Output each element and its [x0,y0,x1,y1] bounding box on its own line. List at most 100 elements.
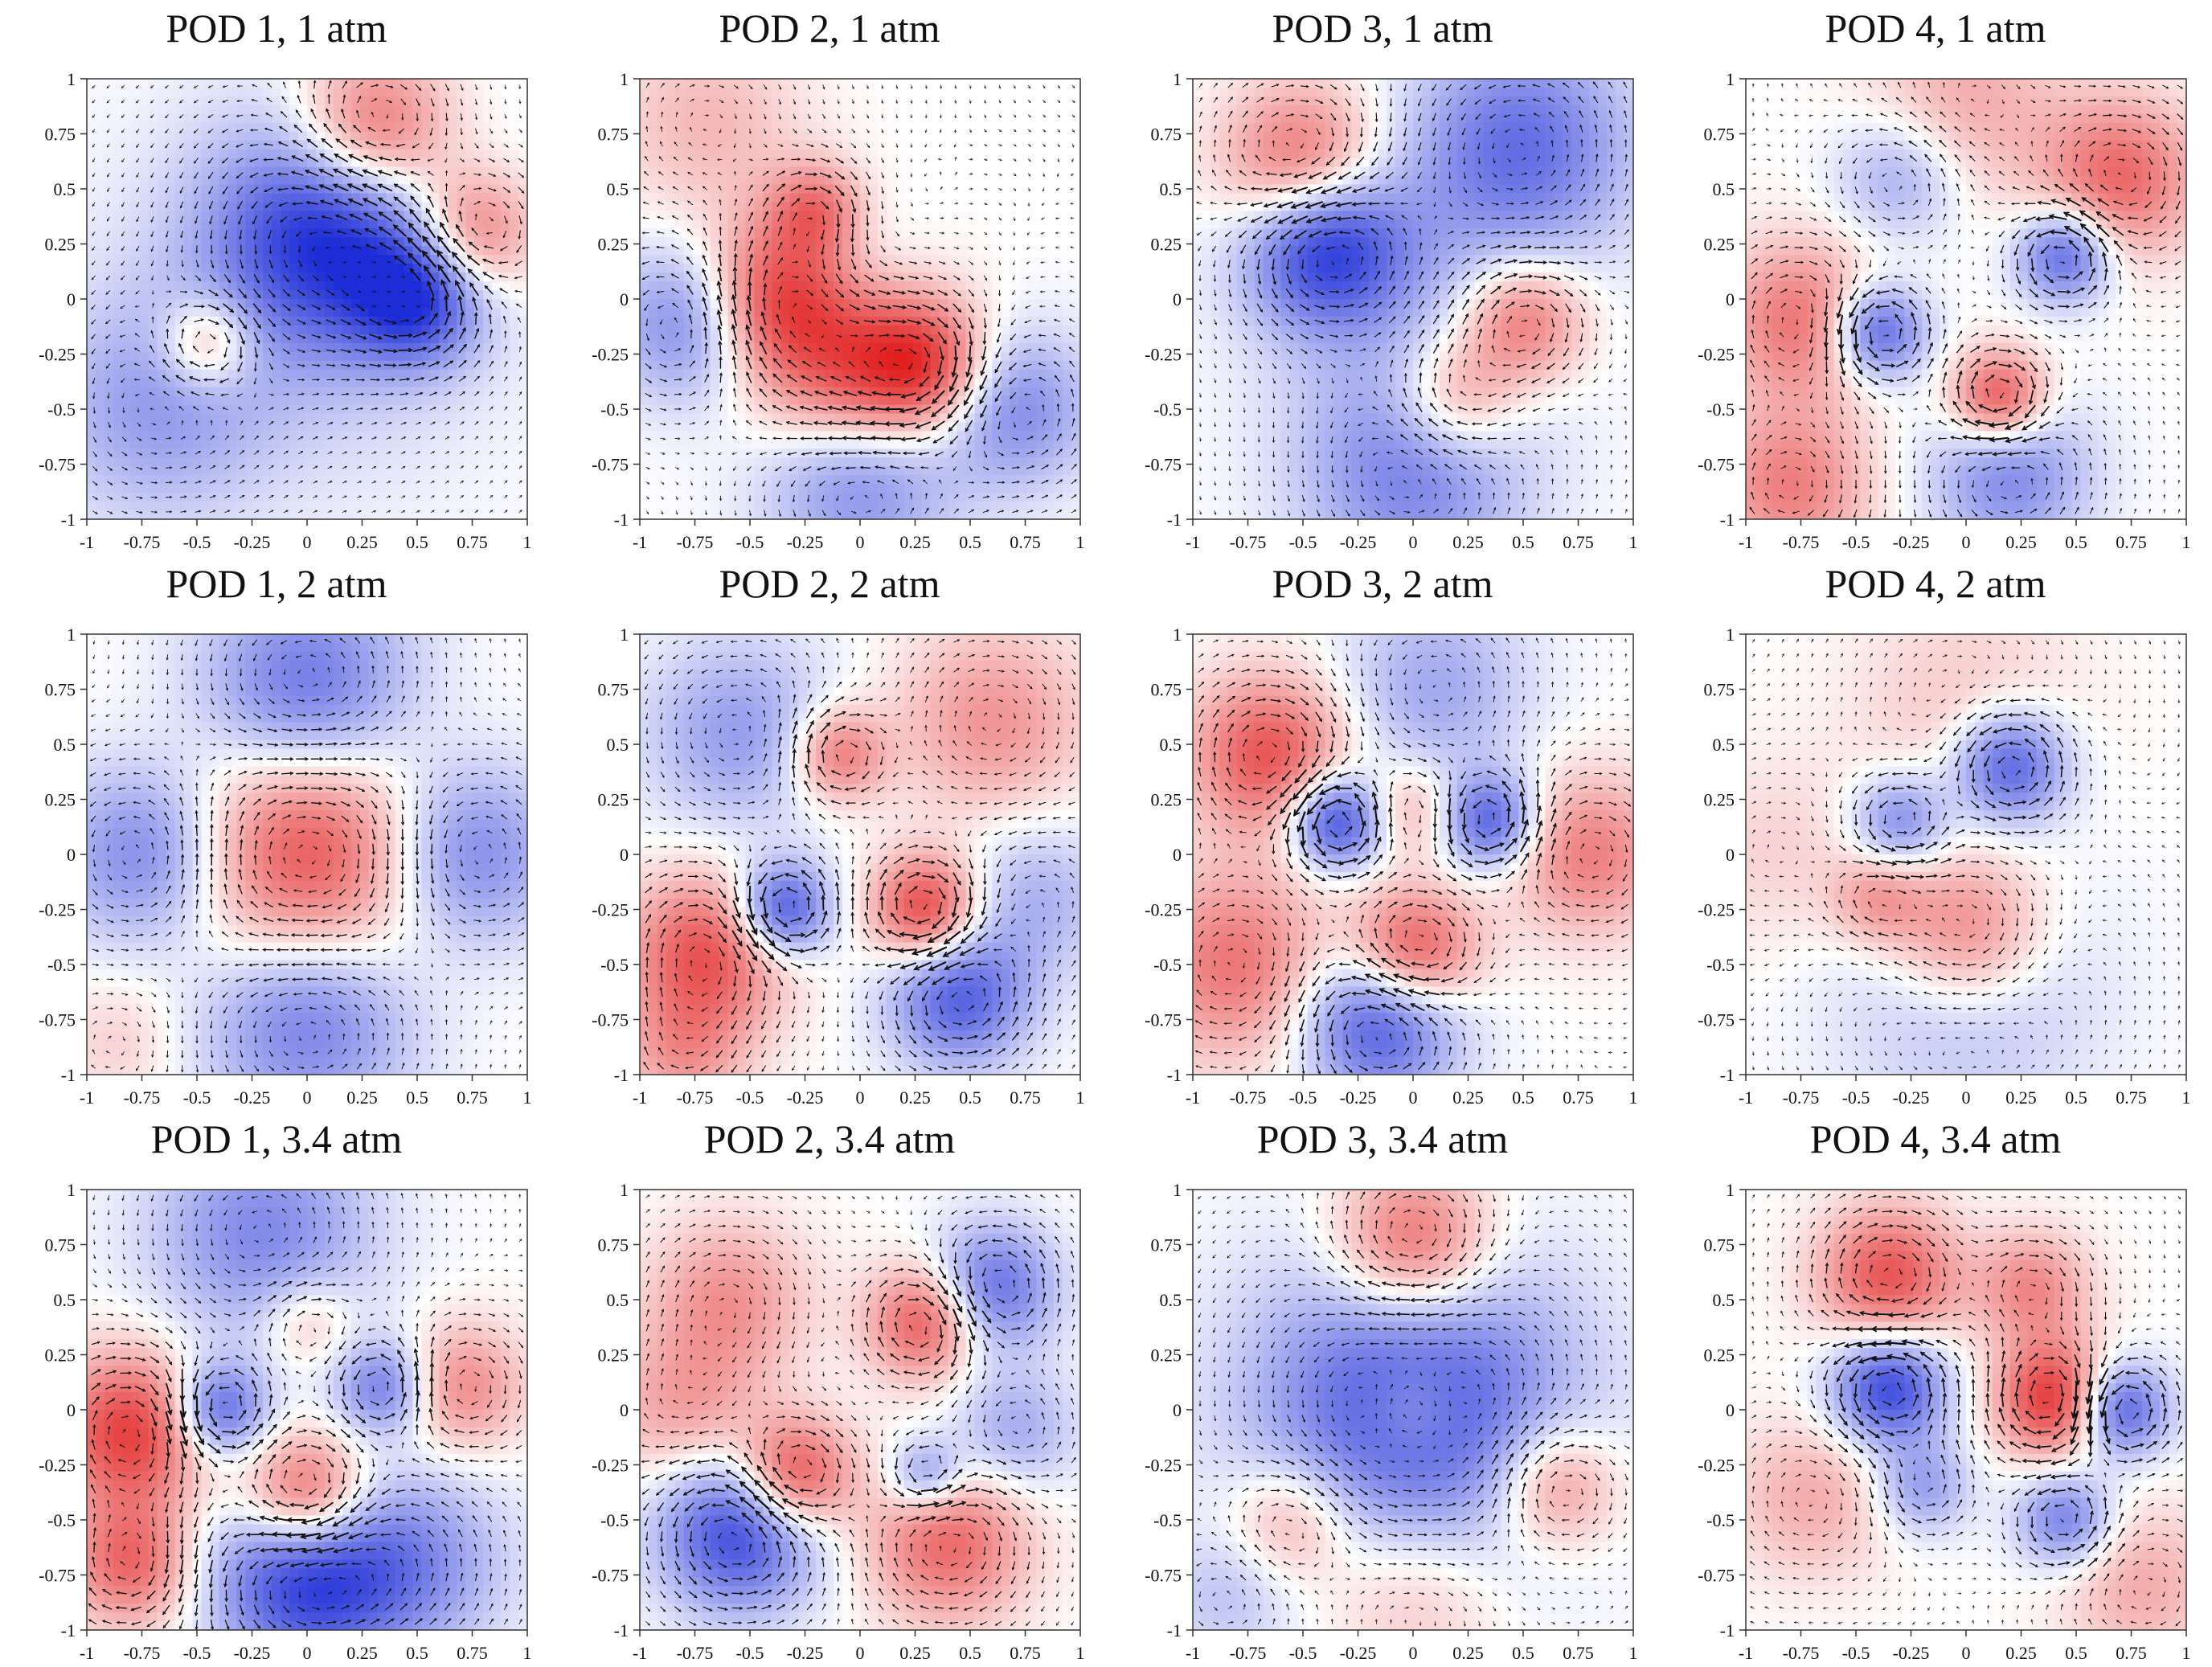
vector-arrowhead [136,204,139,207]
vector-arrowhead [505,494,508,498]
vector-arrow [180,215,184,223]
vector-arrow [383,334,398,338]
heatmap-cell [227,158,237,168]
vector-arrow [342,94,346,104]
heatmap-cell [315,475,326,485]
heatmap-cell [448,457,457,467]
vector-arrow [292,203,303,205]
vector-arrow [327,495,333,498]
heatmap-cell [692,219,703,229]
vector-arrow [175,375,186,383]
heatmap-cell [674,351,685,362]
heatmap-cell [324,334,334,344]
vector-arrow [134,305,140,307]
vector-arrowhead [162,358,166,362]
vector-arrowhead [107,395,110,399]
heatmap-cell [183,299,194,309]
heatmap-cell [386,211,396,220]
heatmap-cell [692,202,703,211]
heatmap-cell [648,131,658,141]
vector-arrowhead [266,220,269,224]
vector-arrowhead [519,480,522,483]
heatmap-cell [174,440,185,449]
vector-arrow [208,201,213,210]
vector-arrow [504,450,508,455]
vector-arrowhead [300,495,304,498]
vector-arrow [180,275,186,281]
heatmap-cell [386,378,396,388]
vector-arrowhead [120,306,123,309]
heatmap-cell [121,211,132,220]
vector-arrow [488,202,496,207]
vector-arrowhead [285,421,289,424]
heatmap-cell [386,246,396,256]
vector-arrowhead [373,495,377,498]
vector-arrowhead [346,183,353,189]
vector-arrow [92,143,96,148]
vector-arrow [327,80,332,89]
heatmap-cell [501,466,510,476]
heatmap-cell [736,466,747,476]
vector-arrowhead [271,510,274,513]
heatmap-cell [510,246,519,256]
vector-arrowhead [314,481,318,483]
heatmap-cell [263,448,272,458]
vector-arrowhead [154,466,158,469]
vector-arrow [356,436,363,440]
heatmap-cell [272,307,281,317]
heatmap-cell [719,316,729,326]
vector-arrowhead [106,381,109,384]
heatmap-cell [518,122,527,133]
vector-arrowhead [193,130,197,133]
heatmap-cell [403,404,414,415]
vector-arrowhead [330,421,334,424]
vector-arrow [428,376,439,382]
heatmap-cell [412,342,423,353]
vector-arrow [489,391,494,396]
heatmap-cell [430,484,440,494]
heatmap-cell [113,440,123,449]
vector-arrowhead [374,98,378,101]
heatmap-cell [342,448,352,458]
vector-arrow [518,450,522,455]
heatmap-cell [166,502,176,511]
heatmap-cell [657,475,667,485]
heatmap-cell [324,502,334,511]
vector-arrow [443,344,454,354]
vector-arrowhead [408,347,413,353]
heatmap-cell [395,387,405,397]
heatmap-cell [236,422,246,432]
heatmap-cell [640,96,649,106]
heatmap-cell [289,316,299,326]
vector-arrow [150,186,154,193]
heatmap-cell [648,202,658,211]
heatmap-cell [104,440,114,449]
vector-arrow [312,408,319,411]
heatmap-cell [350,493,361,502]
heatmap-cell [640,475,649,485]
vector-arrow [277,187,289,190]
vector-arrow [444,195,448,207]
vector-arrow [166,437,172,440]
vector-arrowhead [140,510,143,514]
vector-arrow [107,202,110,207]
heatmap-cell [148,307,158,317]
heatmap-cell [710,502,720,511]
heatmap-cell [648,237,658,247]
heatmap-cell [289,113,299,124]
vector-arrowhead [317,378,320,382]
heatmap-cell [403,448,414,458]
heatmap-cell [710,466,720,476]
vector-arrowhead [485,231,490,235]
vector-arrowhead [305,200,310,205]
vector-arrowhead [430,296,435,301]
heatmap-cell [166,484,176,494]
heatmap-cell [183,272,194,282]
heatmap-cell [395,475,405,485]
heatmap-cell [307,502,317,511]
vector-arrowhead [254,395,256,398]
vector-arrow [119,334,125,338]
vector-arrow [121,260,125,266]
heatmap-cell [254,184,264,195]
vector-arrowhead [361,308,366,312]
